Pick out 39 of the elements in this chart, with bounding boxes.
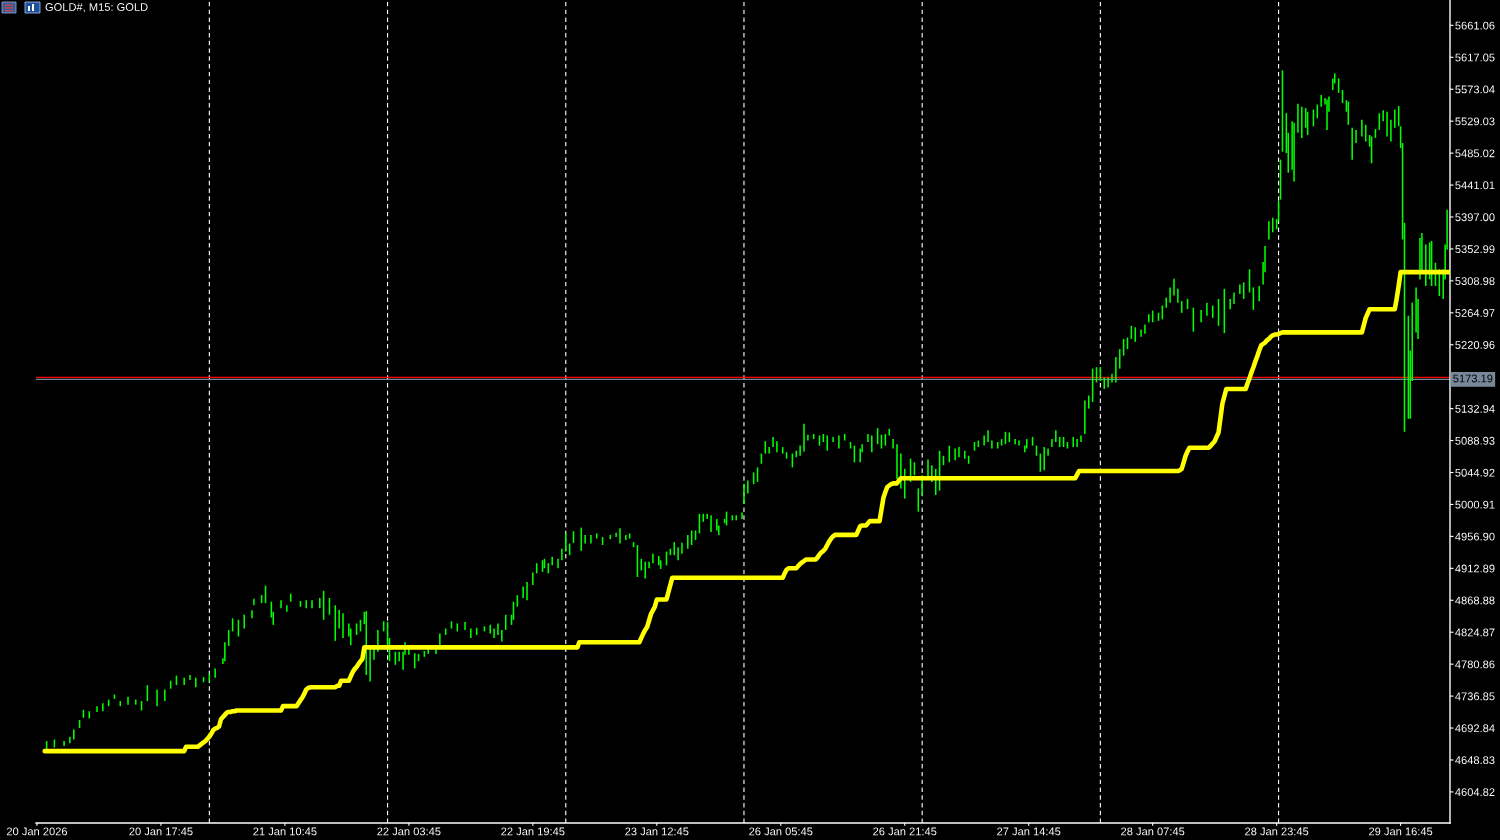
y-tick-label: 5044.92 (1455, 468, 1495, 477)
y-tick-label: 4736.85 (1455, 692, 1495, 701)
x-tick-label: 28 Jan 23:45 (1245, 827, 1309, 836)
y-tick-label: 5352.99 (1455, 245, 1495, 254)
y-tick-label: 5264.97 (1455, 309, 1495, 317)
x-tick-label: 26 Jan 05:45 (749, 827, 813, 836)
y-tick-label: 5088.93 (1455, 436, 1495, 445)
y-tick-label: 5485.02 (1455, 149, 1495, 158)
x-tick-label: 23 Jan 12:45 (625, 827, 689, 836)
y-tick-label: 4648.83 (1455, 756, 1495, 765)
x-tick-label: 26 Jan 21:45 (873, 827, 937, 836)
chart-title: GOLD#, M15: GOLD (45, 3, 148, 13)
x-tick-label: 20 Jan 2026 (6, 827, 68, 836)
y-tick-label: 5132.94 (1455, 404, 1495, 413)
x-tick-label: 20 Jan 17:45 (129, 827, 193, 836)
y-tick-label: 4824.87 (1455, 628, 1495, 637)
y-tick-label: 4868.88 (1455, 596, 1495, 605)
x-tick-label: 27 Jan 14:45 (997, 827, 1061, 836)
x-tick-label: 29 Jan 16:45 (1369, 827, 1433, 836)
y-tick-label: 5308.98 (1455, 277, 1495, 286)
y-tick-label: 5529.03 (1455, 117, 1495, 126)
y-tick-label: 4780.86 (1455, 660, 1495, 669)
y-tick-label: 4956.90 (1455, 532, 1495, 541)
x-tick-label: 28 Jan 07:45 (1121, 827, 1185, 836)
y-tick-label: 5661.06 (1455, 21, 1495, 30)
ref-line-label: 5173.19 (1453, 374, 1493, 383)
x-tick-label: 21 Jan 10:45 (253, 827, 317, 836)
line-series (42, 269, 1450, 754)
x-tick-label: 22 Jan 19:45 (501, 827, 565, 836)
x-tick-label: 22 Jan 03:45 (377, 827, 441, 836)
y-tick-label: 4692.84 (1455, 724, 1495, 733)
y-tick-label: 5617.05 (1455, 53, 1495, 62)
y-tick-label: 5441.01 (1455, 181, 1495, 190)
y-tick-label: 5573.04 (1455, 85, 1495, 94)
y-tick-label: 4912.89 (1455, 564, 1495, 573)
y-tick-label: 5000.91 (1455, 500, 1495, 509)
y-tick-label: 4604.82 (1455, 788, 1495, 797)
y-tick-label: 5220.96 (1455, 341, 1495, 349)
y-tick-label: 5397.00 (1455, 213, 1495, 222)
